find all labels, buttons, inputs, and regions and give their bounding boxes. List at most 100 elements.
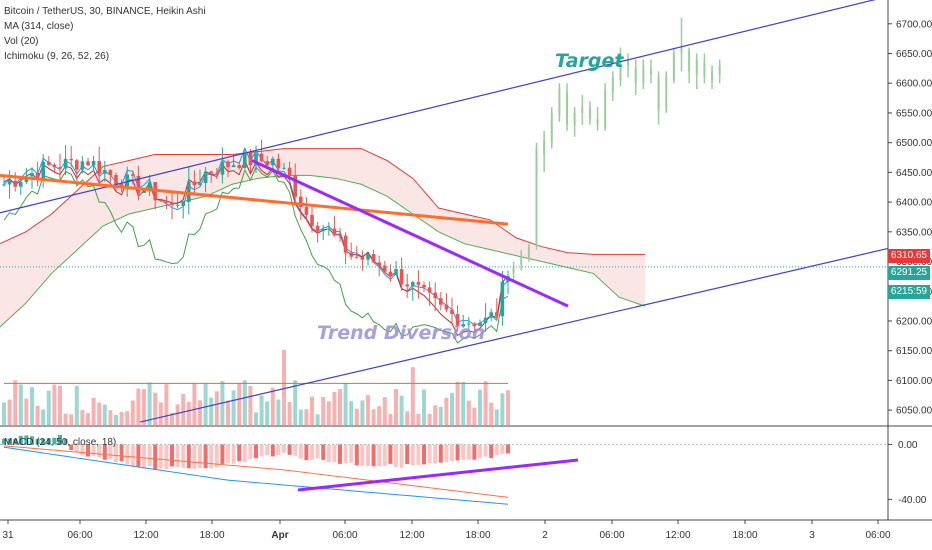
volume-bar <box>433 405 438 425</box>
senkou-span-b <box>0 148 645 255</box>
macd-indicator-label[interactable]: MACD (24, 50, close, 18) <box>4 437 117 448</box>
volume-bar <box>298 409 303 425</box>
volume-bar <box>7 399 12 425</box>
macd-divergence-line <box>297 458 579 492</box>
volume-bar <box>438 406 443 425</box>
y-tick-label: 6200.00 <box>896 316 932 327</box>
candle-body <box>310 214 314 226</box>
volume-bar <box>399 395 404 425</box>
macd-histogram-bar <box>214 444 219 468</box>
ma-trend-line <box>0 173 509 226</box>
macd-histogram-bar <box>438 444 443 463</box>
macd-histogram-bar <box>298 444 303 459</box>
macd-histogram-bar <box>310 444 314 461</box>
volume-bar <box>265 401 270 425</box>
projection-candle-body <box>520 255 523 265</box>
volume-indicator-label[interactable]: Vol (20) <box>4 36 39 47</box>
projection-candle-body <box>588 106 591 119</box>
volume-bar <box>63 413 68 425</box>
candle-body <box>187 181 191 203</box>
macd-histogram-bar <box>175 444 180 467</box>
ma-indicator-label[interactable]: MA (314, close) <box>4 21 74 32</box>
volume-bar <box>321 396 326 425</box>
macd-histogram-bar <box>433 444 438 464</box>
macd-histogram-bar <box>321 444 326 460</box>
candle-body <box>254 153 258 166</box>
x-tick-label: 06:00 <box>332 530 357 541</box>
volume-bar <box>46 390 51 425</box>
projection-candle-body <box>649 68 652 75</box>
projection-candle-body <box>527 246 530 259</box>
candle-body <box>461 324 465 327</box>
macd-histogram-bar <box>366 444 370 467</box>
x-tick-label: 2 <box>542 530 548 541</box>
candle-body <box>203 171 208 184</box>
macd-histogram-bar <box>315 444 320 459</box>
macd-histogram-bar <box>114 444 118 463</box>
volume-bar <box>119 411 124 425</box>
volume-bar <box>91 397 96 425</box>
volume-bar <box>231 390 236 425</box>
candle-body <box>349 252 353 257</box>
macd-histogram-bar <box>220 444 225 464</box>
macd-histogram-bar <box>338 444 342 464</box>
volume-bar <box>2 402 6 425</box>
volume-bar <box>164 384 169 425</box>
macd-histogram-bar <box>349 444 354 463</box>
projection-candle-body <box>657 77 660 110</box>
macd-histogram-bar <box>405 444 410 465</box>
volume-bar <box>242 380 247 425</box>
y-tick-label: 6700.00 <box>896 19 932 30</box>
macd-histogram-bar <box>226 444 230 463</box>
projection-candle-body <box>604 89 607 128</box>
volume-bar <box>377 406 382 425</box>
senkou-span-a <box>0 174 646 328</box>
macd-tick-label: 0.00 <box>898 440 918 451</box>
macd-histogram-bar <box>119 444 124 462</box>
candle-body <box>215 173 219 175</box>
candle-body <box>299 196 303 208</box>
last-price-label: 6310.65 <box>888 249 930 263</box>
volume-bar <box>282 349 286 425</box>
symbol-title[interactable]: Bitcoin / TetherUS, 30, BINANCE, Heikin … <box>4 6 206 17</box>
candle-body <box>439 298 443 305</box>
macd-histogram-bar <box>259 444 264 457</box>
projection-candle-body <box>703 62 706 78</box>
macd-histogram-bar <box>41 438 46 445</box>
candle-body <box>75 160 79 170</box>
macd-histogram-bar <box>410 444 415 466</box>
macd-histogram-bar <box>254 444 258 459</box>
volume-bar <box>58 385 62 425</box>
macd-histogram-bar <box>203 444 208 469</box>
volume-bar <box>354 408 359 425</box>
volume-bar <box>181 393 186 425</box>
macd-histogram-bar <box>282 444 286 453</box>
candle-body <box>495 312 499 317</box>
x-tick-label: 12:00 <box>665 530 690 541</box>
candle-body <box>377 262 381 266</box>
macd-histogram-bar <box>265 444 270 456</box>
volume-bar <box>142 389 146 425</box>
macd-histogram-bar <box>69 444 74 451</box>
y-tick-label: 6600.00 <box>896 79 932 90</box>
macd-histogram-bar <box>360 444 365 466</box>
candle-body <box>394 269 398 276</box>
volume-bar <box>366 395 370 425</box>
macd-histogram-bar <box>427 444 432 464</box>
candle-body <box>444 304 449 310</box>
volume-bar <box>382 397 387 425</box>
macd-histogram-bar <box>30 436 34 445</box>
y-tick-label: 6050.00 <box>896 406 932 417</box>
macd-histogram-bar <box>97 444 102 458</box>
candle-body <box>315 225 320 231</box>
volume-bar <box>203 383 208 425</box>
volume-bar <box>209 397 214 425</box>
y-tick-label: 6550.00 <box>896 108 932 119</box>
ichimoku-indicator-label[interactable]: Ichimoku (9, 26, 52, 26) <box>4 51 110 62</box>
volume-bar <box>332 391 337 425</box>
volume-bar <box>388 414 393 425</box>
candle-body <box>293 175 297 197</box>
volume-bar <box>500 393 505 425</box>
candle-body <box>355 256 359 258</box>
